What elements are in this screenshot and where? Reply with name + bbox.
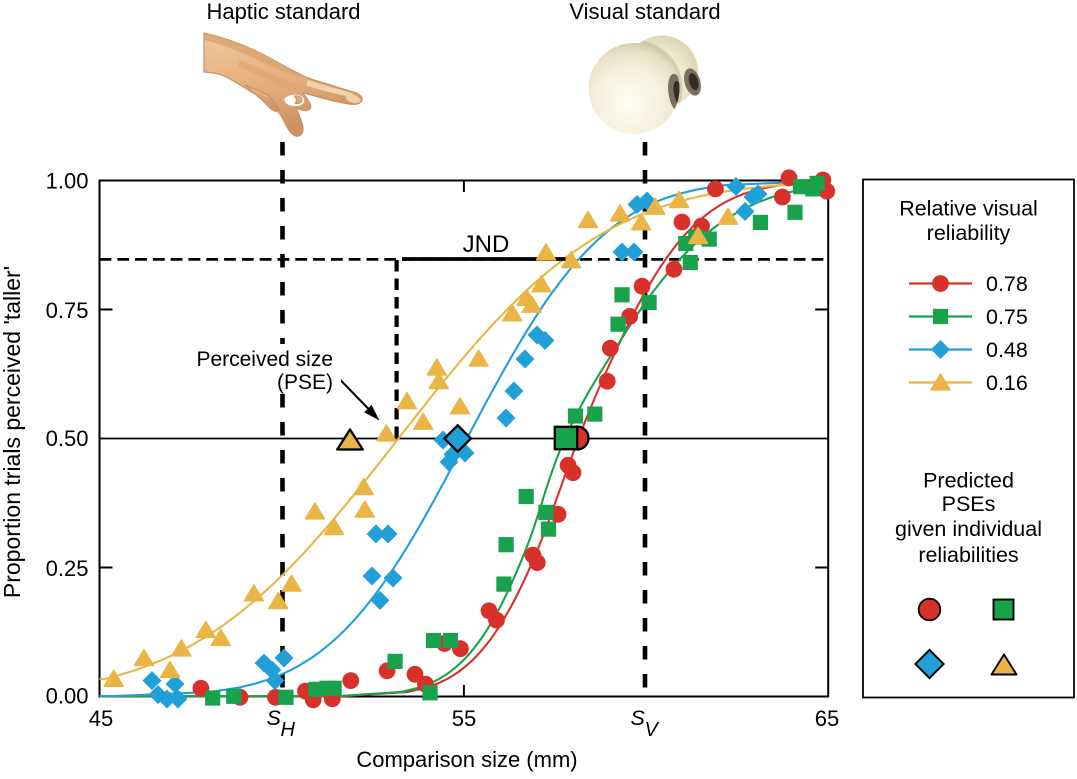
svg-text:Proportion trials perceived 't: Proportion trials perceived 'taller' [0,266,25,598]
svg-text:0.75: 0.75 [46,298,89,323]
svg-text:given individual: given individual [895,517,1042,541]
svg-text:55: 55 [452,706,476,731]
svg-text:reliability: reliability [927,221,1011,245]
svg-text:PSEs: PSEs [942,492,996,516]
svg-text:V: V [645,719,660,741]
svg-text:Visual standard: Visual standard [569,0,720,24]
svg-text:S: S [631,706,646,730]
svg-text:0.75: 0.75 [986,305,1028,329]
svg-text:Predicted: Predicted [923,469,1014,493]
svg-text:Comparison size (mm): Comparison size (mm) [356,747,577,772]
svg-text:S: S [267,706,282,730]
svg-text:0.78: 0.78 [986,272,1028,296]
svg-text:reliabilities: reliabilities [918,543,1018,567]
svg-text:JND: JND [463,231,510,258]
svg-text:Perceived size: Perceived size [196,348,333,371]
svg-text:0.50: 0.50 [46,426,89,451]
svg-text:45: 45 [89,706,113,731]
svg-text:0.25: 0.25 [46,556,89,581]
svg-text:(PSE): (PSE) [277,371,333,394]
svg-text:65: 65 [815,706,839,731]
svg-text:1.00: 1.00 [46,169,89,194]
svg-text:Haptic standard: Haptic standard [206,0,360,24]
svg-text:0.00: 0.00 [46,684,89,709]
svg-text:H: H [281,719,296,741]
svg-text:0.48: 0.48 [986,338,1028,362]
svg-text:Relative visual: Relative visual [899,197,1038,221]
svg-text:0.16: 0.16 [986,371,1028,395]
